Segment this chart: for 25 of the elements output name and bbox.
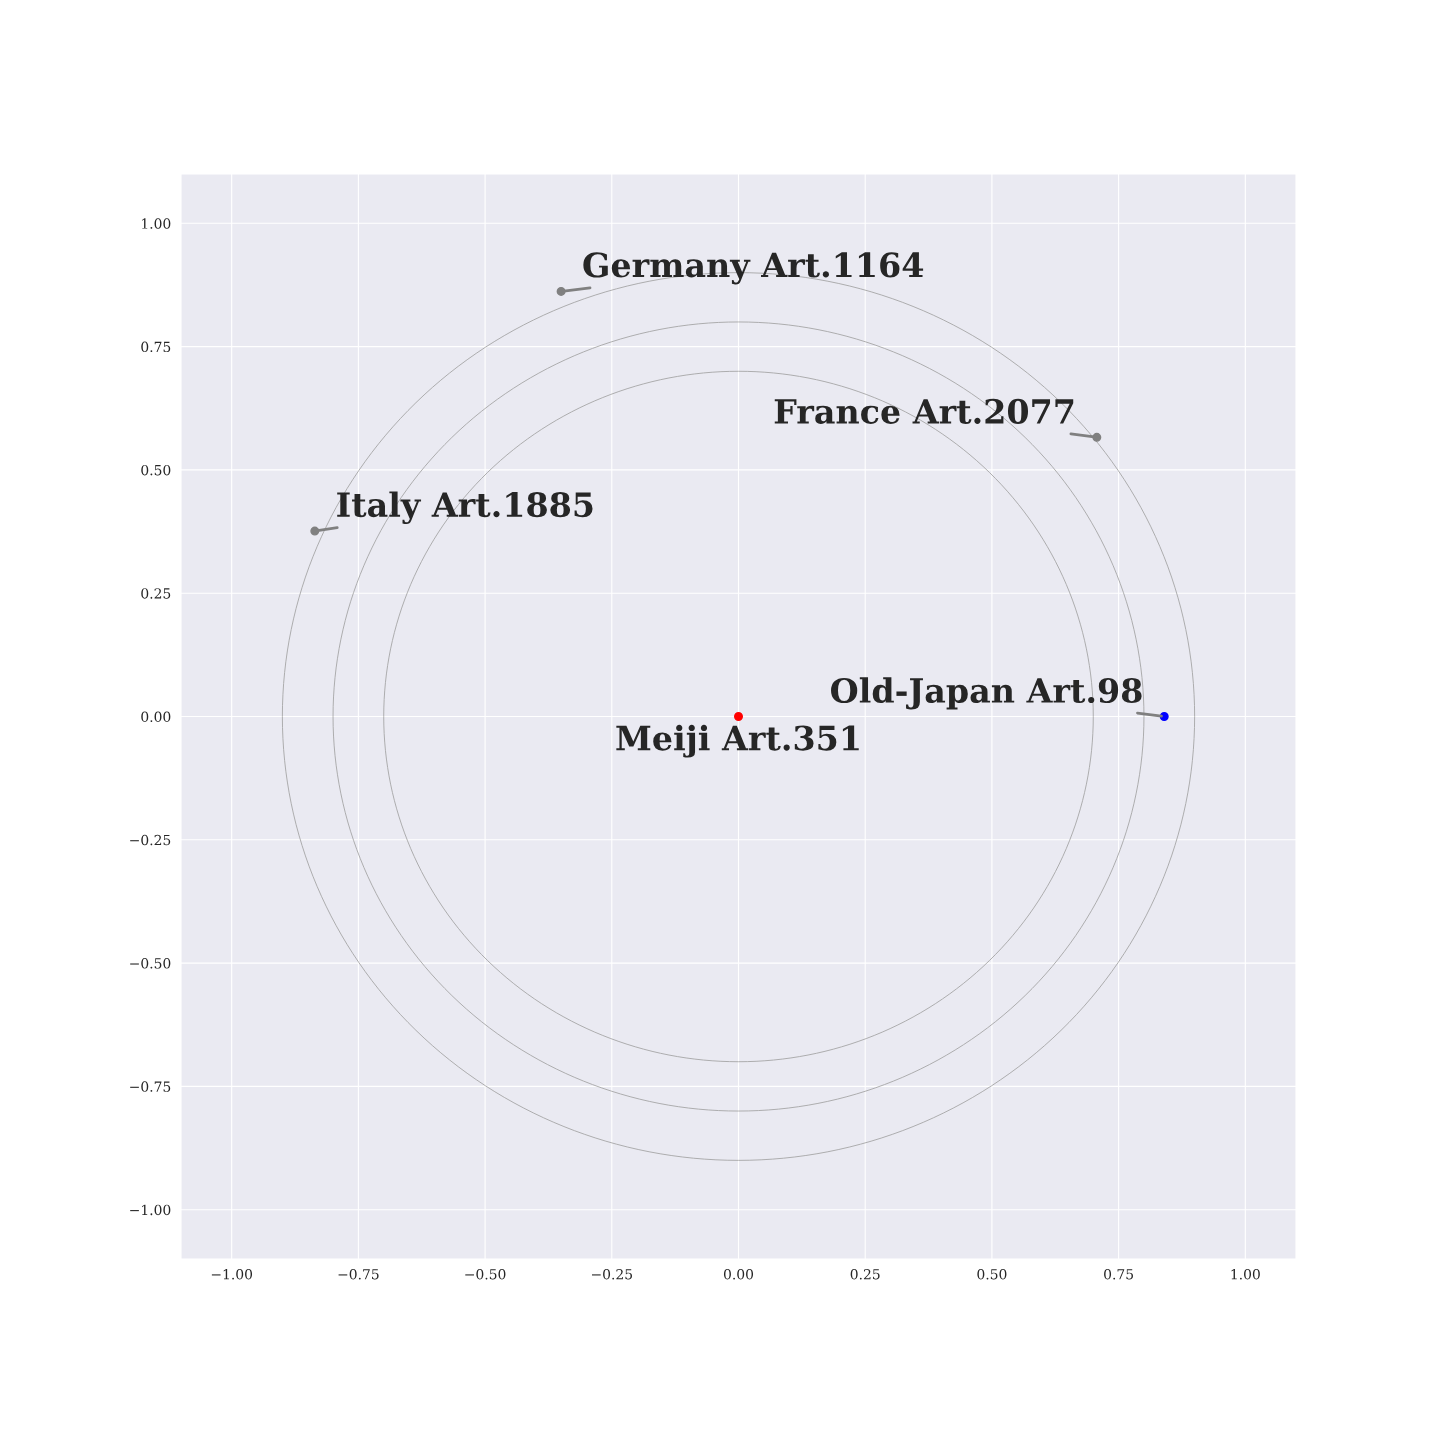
x-tick-label: 0.50 (977, 1268, 1007, 1280)
y-tick-label: −1.00 (130, 1204, 171, 1216)
x-tick-label: −0.75 (338, 1268, 379, 1280)
y-tick-label: −0.25 (130, 834, 171, 846)
annotation: France Art.2077 (774, 398, 1074, 424)
point (556, 286, 566, 296)
y-tick-label: 0.00 (141, 711, 171, 722)
x-tick-label: 0.00 (723, 1268, 754, 1280)
point (1092, 432, 1102, 442)
annotation: Meiji Art.351 (616, 724, 859, 758)
x-tick-label: 0.75 (1104, 1268, 1133, 1280)
y-tick-label: 0.50 (141, 464, 171, 476)
y-tick-label: −0.75 (130, 1081, 171, 1092)
x-tick-label: −0.50 (465, 1268, 506, 1280)
x-tick-label: −1.00 (211, 1268, 253, 1280)
x-tick-label: −0.25 (591, 1268, 632, 1280)
y-tick-label: 1.00 (142, 218, 171, 229)
annotation: Old-Japan Art.98 (831, 677, 1142, 710)
y-tick-label: −0.50 (130, 958, 171, 969)
x-tick-label: 1.00 (1231, 1268, 1260, 1280)
annotation: Germany Art.1164 (583, 252, 924, 285)
annotation: Italy Art.1885 (337, 491, 593, 525)
y-tick-label: 0.75 (141, 341, 171, 353)
y-tick-label: 0.25 (141, 588, 171, 599)
x-tick-label: 0.25 (850, 1268, 880, 1280)
